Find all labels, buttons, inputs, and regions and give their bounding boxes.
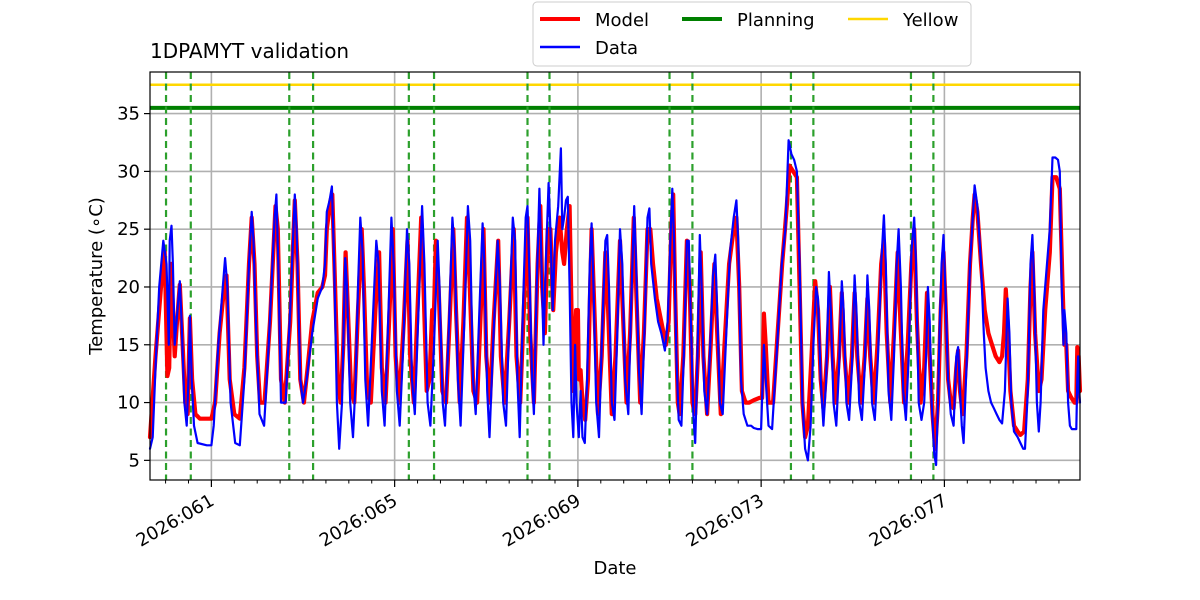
axes-frame [149, 71, 1081, 481]
y-tick-label: 15 [117, 335, 140, 356]
y-axis-label: Temperature (∘C) [86, 197, 107, 356]
y-tick-label: 10 [117, 393, 140, 414]
legend-model-label: Model [595, 10, 649, 31]
legend-data-label: Data [595, 38, 638, 59]
y-tick-label: 25 [117, 219, 140, 240]
reference-lines [150, 83, 1080, 110]
legend-planning-label: Planning [737, 10, 815, 31]
y-tick-label: 5 [129, 450, 140, 471]
series-layer [147, 139, 1083, 467]
legend-yellow-label: Yellow [902, 10, 958, 31]
chart-title: 1DPAMYT validation [150, 39, 349, 63]
x-axis-label: Date [593, 558, 636, 579]
y-tick-label: 20 [117, 277, 140, 298]
y-axis-ticks: 5 10 15 20 25 30 35 [117, 104, 150, 471]
series-line-data [148, 139, 1082, 467]
y-tick-label: 35 [117, 104, 140, 125]
legend: Model Data Planning Yellow [532, 1, 972, 67]
y-tick-label: 30 [117, 161, 140, 182]
